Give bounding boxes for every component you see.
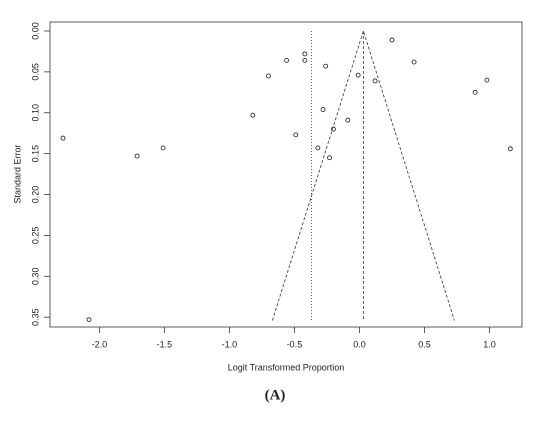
point: [302, 57, 308, 63]
point: [160, 145, 166, 151]
y-tick-label: 0.10: [30, 104, 40, 122]
point: [86, 317, 92, 323]
y-tick-label: 0.05: [30, 63, 40, 81]
point: [134, 153, 140, 159]
y-tick-label: 0.00: [30, 22, 40, 40]
point: [320, 107, 326, 112]
point: [389, 37, 395, 43]
caption: (A): [265, 387, 286, 403]
y-axis-label: Standard Error: [12, 144, 22, 203]
x-tick-label: -1.0: [222, 339, 238, 349]
point: [484, 77, 490, 83]
x-tick-label: -0.5: [287, 339, 303, 349]
point: [302, 51, 308, 57]
x-tick-label: -1.5: [157, 339, 173, 349]
point: [331, 126, 336, 132]
point: [293, 132, 299, 138]
point: [507, 146, 513, 152]
point: [60, 135, 66, 141]
y-tick-label: 0.30: [30, 268, 40, 286]
funnel: [271, 29, 455, 321]
x-axis-label: Logit Transformed Proportion: [228, 362, 345, 372]
point: [265, 73, 271, 79]
x-tick-label: -2.0: [92, 339, 108, 349]
y-tick-label: 0.35: [30, 308, 40, 326]
y-tick-label: 0.15: [30, 145, 40, 163]
x-tick-label: 1.0: [483, 339, 496, 349]
plot-frame: [49, 21, 523, 328]
x-tick-label: 0.0: [353, 339, 366, 349]
point: [323, 63, 329, 69]
x-tick-label: 0.5: [418, 339, 431, 349]
y-tick-label: 0.25: [30, 227, 40, 245]
point: [345, 117, 351, 123]
point: [315, 145, 321, 151]
point: [472, 89, 478, 95]
point: [327, 155, 333, 161]
point: [355, 72, 361, 78]
y-tick-label: 0.20: [30, 186, 40, 204]
point: [284, 57, 290, 63]
point: [250, 112, 256, 118]
point: [372, 78, 378, 84]
point: [411, 59, 417, 65]
